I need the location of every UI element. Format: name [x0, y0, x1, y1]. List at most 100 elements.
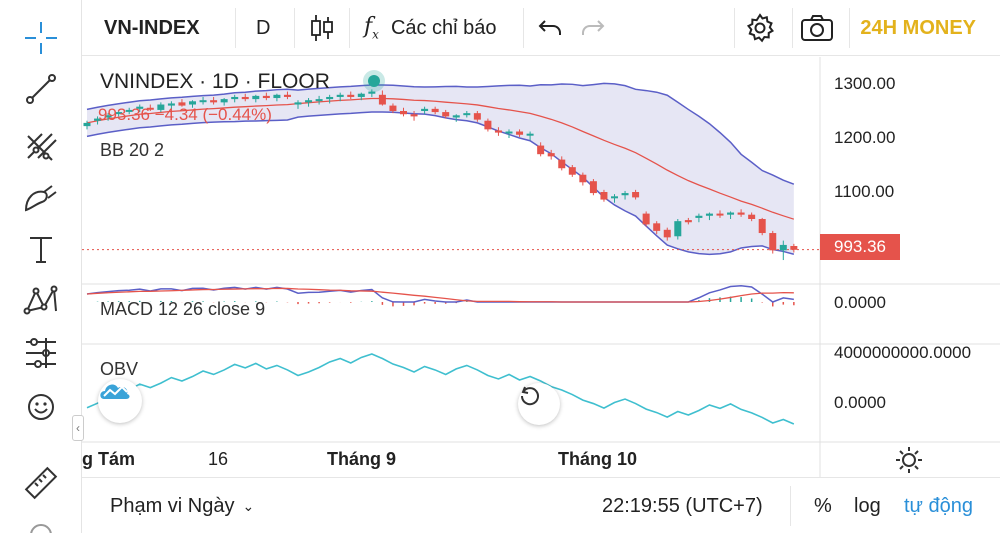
settings-button[interactable] [744, 0, 776, 56]
market-status-indicator[interactable] [363, 70, 385, 92]
screenshot-button[interactable] [800, 0, 834, 56]
reset-chart-button[interactable] [518, 383, 560, 425]
obv-indicator-legend[interactable]: OBV [100, 359, 139, 379]
candle-body [695, 215, 703, 218]
candle [663, 227, 671, 241]
candle-body [357, 93, 365, 97]
candle [167, 101, 175, 109]
macd-tick: 0.0000 [834, 293, 886, 312]
pitchfork-tool[interactable] [18, 122, 64, 168]
brush-tool[interactable] [18, 174, 64, 220]
candle-body [442, 112, 450, 117]
candle-body [210, 100, 218, 103]
candle-body [484, 120, 492, 130]
chart-area[interactable]: VNINDEX · 1D · FLOOR 993.36 −4.34 (−0.44… [82, 57, 1000, 477]
axis-settings-button[interactable] [894, 445, 924, 475]
candle [336, 92, 344, 102]
candle-body [663, 229, 671, 238]
text-tool[interactable] [18, 226, 64, 272]
obv-indicator [86, 353, 795, 425]
candle [104, 113, 112, 121]
candle [642, 211, 650, 227]
price-tick: 1200.00 [834, 128, 896, 147]
candlestick-icon [311, 15, 333, 41]
indicators-button[interactable]: fx Các chỉ báo [364, 0, 497, 56]
candle [431, 106, 439, 115]
candle-body [748, 214, 756, 219]
candle-body [463, 113, 471, 116]
ohlc-legend: 993.36 −4.34 (−0.44%) [98, 105, 272, 124]
candle [705, 212, 713, 221]
candle [537, 142, 545, 157]
date-range-button[interactable]: Phạm vi Ngày ⌄ [110, 478, 254, 533]
candle [558, 156, 566, 171]
candle-body [674, 221, 682, 237]
trend-line-tool[interactable] [18, 66, 64, 112]
crosshair-icon [25, 22, 57, 54]
candle [231, 94, 239, 103]
text-icon [30, 237, 52, 263]
pattern-tool[interactable] [18, 277, 64, 323]
candle [716, 210, 724, 218]
candle-body [705, 213, 713, 216]
reset-icon [520, 386, 539, 406]
candle [442, 109, 450, 119]
forecast-settings-icon [26, 338, 56, 368]
candle [157, 102, 165, 113]
collapse-toolbar-button[interactable]: ‹ [72, 415, 84, 441]
candle [547, 149, 555, 160]
pitchfork-icon [27, 133, 57, 161]
candle-body [347, 94, 355, 97]
forecast-tool[interactable] [18, 330, 64, 376]
candle-body [136, 106, 144, 109]
candle-body [146, 107, 154, 110]
chart-canvas[interactable] [82, 57, 1000, 477]
emoji-tool[interactable] [18, 384, 64, 430]
bb-indicator-legend[interactable]: BB 20 2 [100, 140, 165, 160]
undo-button[interactable] [537, 0, 563, 56]
candle [199, 96, 207, 105]
candle [653, 221, 661, 235]
redo-button[interactable] [580, 0, 606, 56]
timezone-clock[interactable]: 22:19:55 (UTC+7) [602, 494, 763, 517]
auto-scale-toggle[interactable]: tự động [904, 494, 973, 517]
measure-tool[interactable] [18, 460, 64, 506]
candle-body [621, 193, 629, 196]
tradingview-logo-button[interactable] [98, 379, 142, 423]
date-range-label: Phạm vi Ngày [110, 494, 235, 517]
candle [305, 98, 313, 107]
candle-body [115, 112, 123, 115]
candle-body [368, 91, 376, 94]
candle [357, 92, 365, 101]
current-price-tag: 993.36 [820, 234, 900, 260]
candle [189, 100, 196, 108]
smiley-icon [28, 394, 54, 420]
brand-logo: 24H MONEY [860, 16, 976, 39]
macd-signal-line [86, 287, 794, 303]
interval-button[interactable]: D [256, 16, 271, 39]
candle-body [547, 153, 555, 157]
candle-body [252, 95, 260, 100]
symbol-search-button[interactable]: VN-INDEX [104, 16, 200, 39]
macd-indicator-legend[interactable]: MACD 12 26 close 9 [100, 299, 266, 319]
chart-type-button[interactable] [309, 0, 335, 56]
candle [748, 212, 756, 222]
redo-icon [582, 20, 605, 35]
candle [347, 91, 355, 100]
candle-body [104, 115, 112, 118]
zoom-tool[interactable] [18, 512, 64, 533]
candle-body [526, 133, 534, 136]
candle-body [790, 246, 798, 250]
candle-body [505, 131, 513, 134]
percent-scale-toggle[interactable]: % [814, 494, 832, 517]
gear-icon [746, 13, 774, 43]
candle [241, 93, 249, 102]
obv-tick: 0.0000 [834, 393, 886, 412]
macd-indicator [86, 285, 795, 307]
candle-body [262, 95, 270, 99]
candle-body [727, 212, 735, 215]
crosshair-tool[interactable] [18, 15, 64, 61]
log-scale-toggle[interactable]: log [854, 494, 881, 517]
candle-body [315, 99, 323, 102]
candle [421, 106, 429, 115]
